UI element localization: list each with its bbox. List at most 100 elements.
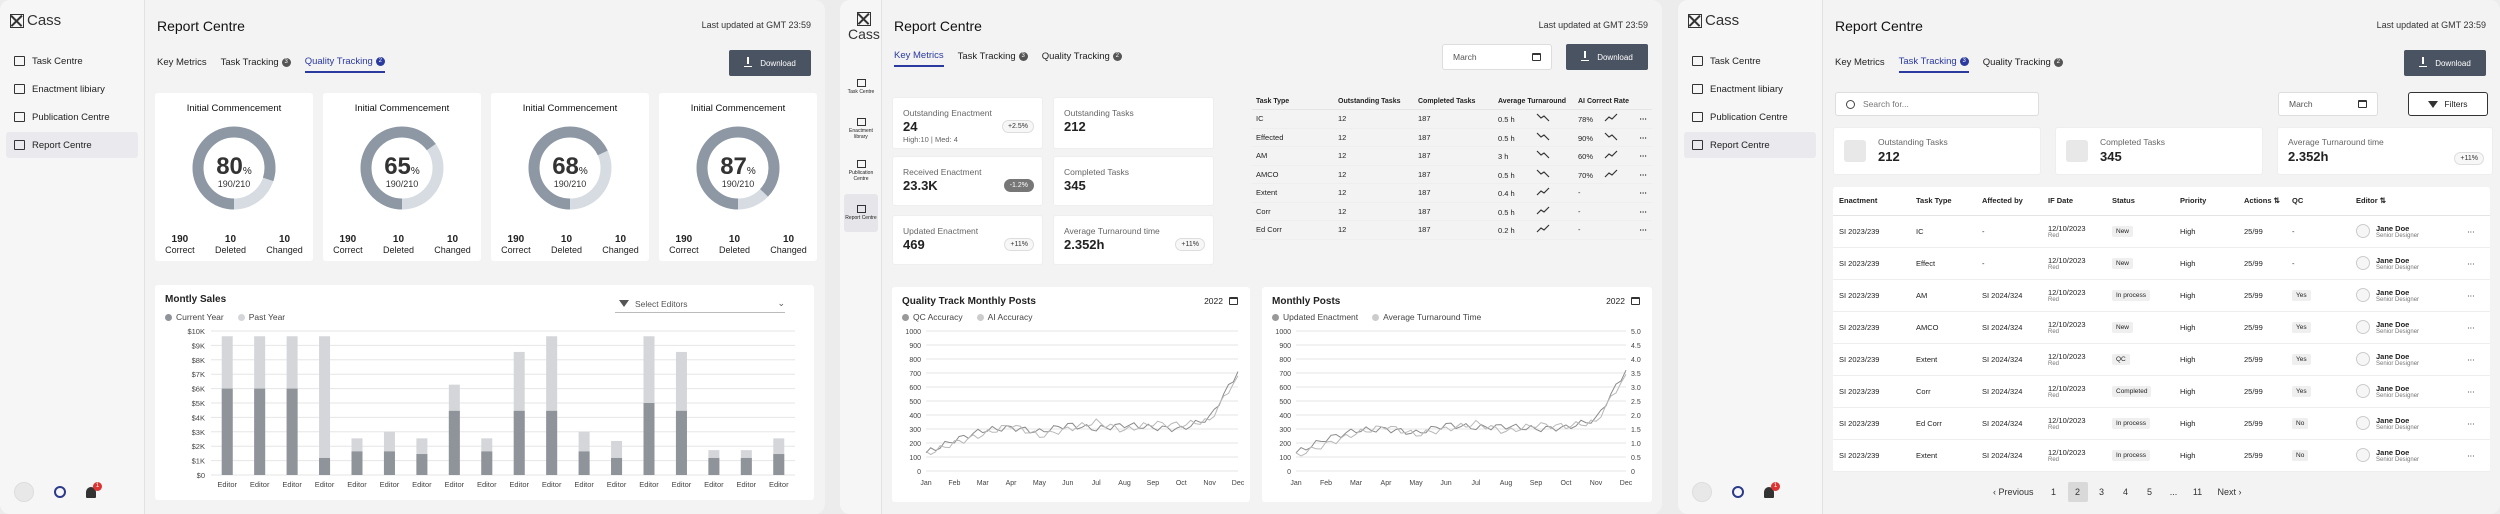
previous-button[interactable]: ‹ Previous bbox=[1993, 487, 2034, 497]
table-row[interactable]: SI 2023/239 Extent SI 2024/324 12/10/2023 Re… bbox=[1833, 439, 2490, 472]
row-menu-icon[interactable]: ⋯ bbox=[1635, 128, 1652, 147]
cell-status: In process bbox=[2106, 439, 2174, 472]
tab-quality-tracking[interactable]: Quality Tracking 2 bbox=[304, 56, 385, 73]
month-picker[interactable]: March bbox=[2278, 92, 2378, 116]
cell-outstanding: 12 bbox=[1334, 220, 1414, 240]
tab-quality-tracking[interactable]: Quality Tracking 2 bbox=[1983, 56, 2063, 73]
logo[interactable]: Cass bbox=[10, 12, 61, 29]
column-header-editor[interactable]: Editor ⇅ bbox=[2350, 187, 2462, 216]
row-menu-icon[interactable]: ⋯ bbox=[1635, 183, 1652, 203]
row-menu-icon[interactable]: ⋯ bbox=[1635, 146, 1652, 166]
next-button[interactable]: Next › bbox=[2217, 487, 2242, 497]
row-menu-icon[interactable]: ⋯ bbox=[1635, 165, 1652, 184]
table-row[interactable]: SI 2023/239 Effect -12/10/2023 Red New High 25… bbox=[1833, 247, 2490, 280]
table-row[interactable]: AMCO 12 187 0.5 h 70% ⋯ bbox=[1252, 165, 1652, 184]
sidebar-item-enactment-library[interactable]: Enactment library bbox=[844, 110, 878, 148]
logo[interactable]: Cass bbox=[848, 12, 880, 42]
page-number[interactable]: 5 bbox=[2147, 487, 2153, 497]
row-menu-icon[interactable]: ⋯ bbox=[2461, 247, 2490, 280]
notification-bell-icon[interactable]: 1 bbox=[86, 481, 102, 498]
row-menu-icon[interactable]: ⋯ bbox=[1635, 109, 1652, 129]
row-menu-icon[interactable]: ⋯ bbox=[1635, 202, 1652, 221]
notification-bell-icon[interactable]: 1 bbox=[1764, 481, 1780, 498]
row-menu-icon[interactable]: ⋯ bbox=[2461, 311, 2490, 344]
frame-task-tracking: Cass Task Centre Enactment libiary Publi… bbox=[1678, 0, 2500, 514]
logo[interactable]: Cass bbox=[1688, 12, 1739, 29]
page-number[interactable]: 2 bbox=[2067, 482, 2088, 502]
y-tick-label: $5K bbox=[192, 399, 205, 408]
tab-task-tracking[interactable]: Task Tracking 3 bbox=[221, 56, 291, 73]
download-button[interactable]: Download bbox=[729, 50, 811, 76]
sidebar-item-publication-centre[interactable]: Publication Centre bbox=[1684, 104, 1816, 130]
table-row[interactable]: SI 2023/239 Corr SI 2024/324 12/10/2023 Red C… bbox=[1833, 375, 2490, 408]
legend-label: AI Accuracy bbox=[987, 312, 1033, 322]
gauge-card: Initial Commencement 68% 190/210 190 Correct… bbox=[491, 93, 649, 261]
page-number[interactable]: 3 bbox=[2099, 487, 2105, 497]
sidebar-item-enactment-library[interactable]: Enactment libiary bbox=[6, 76, 138, 102]
sidebar-item-task-centre[interactable]: Task Centre bbox=[1684, 48, 1816, 74]
year-picker[interactable]: 2022 bbox=[1204, 296, 1238, 306]
sidebar-item-report-centre[interactable]: Report Centre bbox=[1684, 132, 1816, 158]
select-editors-dropdown[interactable]: Select Editors ⌄ bbox=[615, 295, 785, 313]
table-row[interactable]: Corr 12 187 0.5 h - ⋯ bbox=[1252, 202, 1652, 221]
settings-icon[interactable] bbox=[54, 486, 66, 498]
tab-key-metrics[interactable]: Key Metrics bbox=[894, 50, 944, 67]
sidebar-item-task-centre[interactable]: Task Centre bbox=[6, 48, 138, 74]
table-row[interactable]: SI 2023/239 AMCO SI 2024/324 12/10/2023 Red N… bbox=[1833, 311, 2490, 344]
row-menu-icon[interactable]: ⋯ bbox=[1635, 220, 1652, 240]
sidebar-item-report-centre[interactable]: Report Centre bbox=[844, 194, 878, 232]
trend-up-icon bbox=[1604, 169, 1618, 178]
page-number[interactable]: 11 bbox=[2192, 487, 2203, 497]
avatar[interactable] bbox=[14, 482, 34, 502]
sort-icon: ⇅ bbox=[2379, 196, 2387, 206]
settings-icon[interactable] bbox=[1732, 486, 1744, 498]
table-row[interactable]: Effected 12 187 0.5 h 90% ⋯ bbox=[1252, 128, 1652, 147]
table-row[interactable]: SI 2023/239 Ed Corr SI 2024/324 12/10/2023 R… bbox=[1833, 407, 2490, 440]
sidebar-item-label: Task Centre bbox=[847, 89, 875, 95]
row-menu-icon[interactable]: ⋯ bbox=[2461, 407, 2490, 440]
date-sub: Red bbox=[2048, 328, 2060, 335]
search-input[interactable]: Search for... bbox=[1835, 92, 2039, 116]
row-menu-icon[interactable]: ⋯ bbox=[2461, 375, 2490, 408]
table-row[interactable]: AM 12 187 3 h 60% ⋯ bbox=[1252, 146, 1652, 166]
column-header-actions[interactable]: Actions ⇅ bbox=[2238, 187, 2286, 216]
sidebar-item-publication-centre[interactable]: Publication Centre bbox=[6, 104, 138, 130]
row-menu-icon[interactable]: ⋯ bbox=[2461, 343, 2490, 376]
year-picker[interactable]: 2022 bbox=[1606, 296, 1640, 306]
table-row[interactable]: Ed Corr 12 187 0.2 h - ⋯ bbox=[1252, 220, 1652, 240]
avatar[interactable] bbox=[1692, 482, 1712, 502]
tab-quality-tracking[interactable]: Quality Tracking 2 bbox=[1042, 50, 1122, 67]
row-menu-icon[interactable]: ⋯ bbox=[2461, 215, 2490, 248]
download-button[interactable]: Download bbox=[2404, 50, 2486, 76]
cell-avg-turnaround: 0.5 h bbox=[1494, 165, 1574, 184]
tab-key-metrics[interactable]: Key Metrics bbox=[1835, 56, 1885, 73]
tab-task-tracking[interactable]: Task Tracking 3 bbox=[958, 50, 1028, 67]
sales-legend: Current Year Past Year bbox=[165, 312, 285, 322]
y-tick-label: $0 bbox=[197, 471, 205, 480]
row-menu-icon[interactable]: ⋯ bbox=[2461, 279, 2490, 312]
table-row[interactable]: SI 2023/239 Extent SI 2024/324 12/10/2023 Re… bbox=[1833, 343, 2490, 376]
table-row[interactable]: IC 12 187 0.5 h 78% ⋯ bbox=[1252, 109, 1652, 129]
sidebar-item-publication-centre[interactable]: Publication Centre bbox=[844, 152, 878, 190]
stat-label: Deleted bbox=[550, 245, 582, 255]
page-number[interactable]: 4 bbox=[2123, 487, 2129, 497]
table-row[interactable]: SI 2023/239 IC -12/10/2023 Red New High 25/99-… bbox=[1833, 215, 2490, 248]
sidebar-item-task-centre[interactable]: Task Centre bbox=[844, 68, 878, 106]
cell-priority: High bbox=[2174, 279, 2238, 312]
row-menu-icon[interactable]: ⋯ bbox=[2461, 439, 2490, 472]
sidebar-item-report-centre[interactable]: Report Centre bbox=[6, 132, 138, 158]
cell-if-date: 12/10/2023 Red bbox=[2042, 343, 2106, 376]
cell-completed: 187 bbox=[1414, 165, 1494, 184]
sidebar-item-enactment-library[interactable]: Enactment libiary bbox=[1684, 76, 1816, 102]
filters-button[interactable]: Filters bbox=[2408, 92, 2488, 116]
tab-key-metrics[interactable]: Key Metrics bbox=[157, 56, 207, 73]
stat-label: Completed Tasks bbox=[1064, 167, 1130, 177]
cell-ai-rate: - bbox=[1574, 183, 1636, 203]
table-row[interactable]: Extent 12 187 0.4 h - ⋯ bbox=[1252, 183, 1652, 203]
page-number[interactable]: 1 bbox=[2051, 487, 2057, 497]
download-button[interactable]: Download bbox=[1566, 44, 1648, 70]
table-row[interactable]: SI 2023/239 AM SI 2024/324 12/10/2023 Red In … bbox=[1833, 279, 2490, 312]
tab-task-tracking[interactable]: Task Tracking 3 bbox=[1898, 56, 1969, 73]
month-picker[interactable]: March bbox=[1442, 44, 1552, 70]
